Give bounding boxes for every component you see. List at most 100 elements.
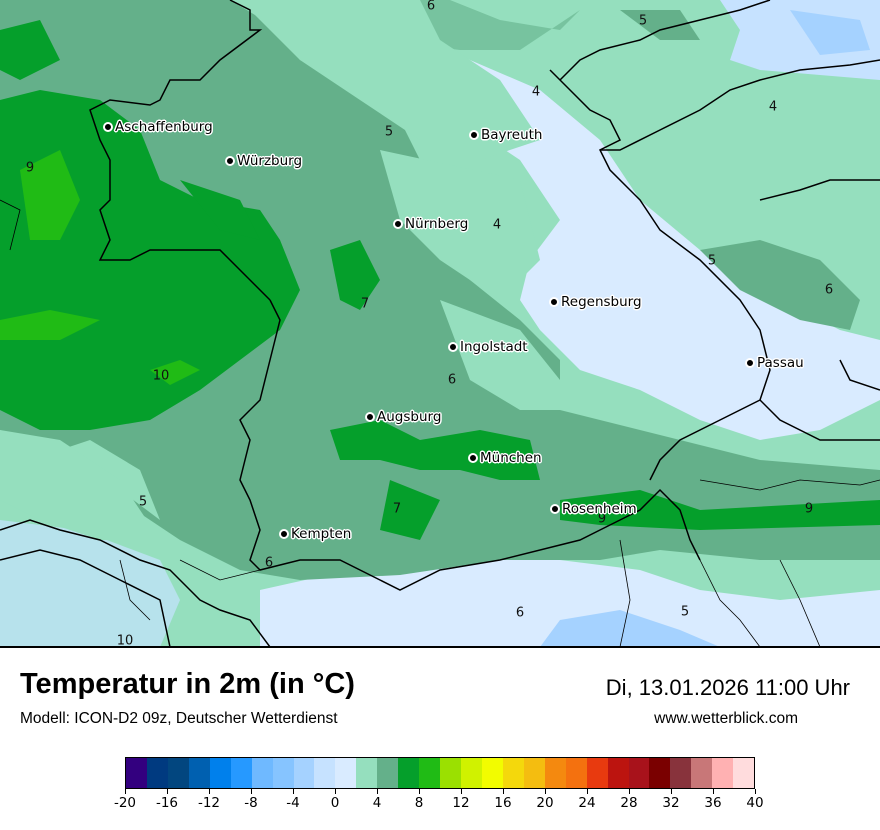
city-marker: Kempten (279, 526, 351, 542)
city-label: Bayreuth (481, 127, 543, 143)
legend-swatch (209, 758, 231, 788)
city-marker: Nürnberg (393, 216, 468, 232)
legend-swatch (544, 758, 566, 788)
legend-tick-mark (166, 789, 168, 794)
city-label: Passau (757, 355, 804, 371)
city-marker: Regensburg (549, 294, 642, 310)
legend-swatch (188, 758, 210, 788)
legend-tick-label: 16 (494, 795, 512, 811)
legend-tick-label: -16 (155, 795, 179, 811)
contour-label: 7 (360, 296, 370, 312)
city-dot-icon (550, 504, 560, 514)
legend-swatch (230, 758, 252, 788)
legend-swatch (293, 758, 315, 788)
legend-tick-mark (292, 789, 294, 794)
legend-swatch (398, 758, 420, 788)
contour-label: 6 (426, 0, 436, 14)
legend-swatch (649, 758, 671, 788)
legend-tick-mark (376, 789, 378, 794)
legend-tick-mark (418, 789, 420, 794)
legend-swatch (712, 758, 734, 788)
city-dot-icon (549, 297, 559, 307)
legend-swatch (146, 758, 168, 788)
legend-tick-label: -20 (113, 795, 137, 811)
city-marker: Rosenheim (550, 501, 637, 517)
legend-tick-label: 12 (452, 795, 470, 811)
city-dot-icon (365, 412, 375, 422)
contour-label: 5 (707, 253, 717, 269)
legend-swatch (461, 758, 482, 788)
contour-label: 5 (384, 124, 394, 140)
city-marker: Augsburg (365, 409, 441, 425)
city-dot-icon (393, 219, 403, 229)
contour-label: 10 (116, 633, 134, 648)
legend-swatch (167, 758, 189, 788)
city-marker: München (468, 450, 542, 466)
legend-swatch (419, 758, 441, 788)
city-dot-icon (279, 529, 289, 539)
city-label: Ingolstadt (460, 339, 528, 355)
city-label: Nürnberg (405, 216, 469, 232)
legend-swatch (251, 758, 273, 788)
city-marker: Ingolstadt (448, 339, 528, 355)
legend-tick-label: -4 (286, 795, 300, 811)
contour-label: 6 (447, 372, 457, 388)
legend-tick-mark (670, 789, 672, 794)
legend-ticks: -20 -16 -12 -8 -4 0 4 8 12 16 20 24 28 32 36 40 (114, 789, 764, 819)
chart-title: Temperatur in 2m (in °C) (20, 668, 355, 700)
city-label: Würzburg (237, 153, 303, 169)
model-info: Modell: ICON-D2 09z, Deutscher Wetterdie… (20, 710, 338, 727)
legend-swatch (335, 758, 357, 788)
city-dot-icon (468, 453, 478, 463)
city-label: Augsburg (377, 409, 442, 425)
legend-swatch (586, 758, 608, 788)
city-marker: Passau (745, 355, 804, 371)
legend-tick-mark (208, 789, 210, 794)
legend-tick-mark (712, 789, 714, 794)
contour-label: 9 (25, 160, 35, 176)
legend-tick-mark (334, 789, 336, 794)
legend-swatch (502, 758, 524, 788)
legend-tick-label: 8 (414, 795, 424, 811)
legend-swatch (314, 758, 336, 788)
legend-swatch (523, 758, 545, 788)
city-label: Kempten (291, 526, 352, 542)
contour-label: 6 (824, 282, 834, 298)
legend-tick-label: 24 (578, 795, 596, 811)
contour-label: 4 (492, 217, 502, 233)
legend-swatch (691, 758, 713, 788)
temperature-field (0, 0, 880, 647)
legend-tick-label: 36 (704, 795, 722, 811)
contour-label: 10 (152, 368, 170, 384)
contour-label: 4 (768, 99, 778, 115)
legend-tick-label: -8 (244, 795, 258, 811)
legend-tick-mark (250, 789, 252, 794)
city-dot-icon (448, 342, 458, 352)
legend-tick-mark (124, 789, 126, 794)
legend-swatch (377, 758, 399, 788)
city-dot-icon (225, 156, 235, 166)
contour-label: 5 (680, 604, 690, 620)
map-bottom-border (0, 646, 880, 648)
legend-swatch (356, 758, 378, 788)
contour-label: 5 (638, 13, 648, 29)
contour-label: 6 (515, 605, 525, 621)
legend-tick-mark (502, 789, 504, 794)
legend-tick-mark (460, 789, 462, 794)
contour-label: 7 (392, 501, 402, 517)
website-link[interactable]: www.wetterblick.com (654, 710, 798, 727)
legend-swatch (126, 758, 147, 788)
legend-tick-mark (544, 789, 546, 794)
legend-tick-label: 28 (620, 795, 638, 811)
city-dot-icon (103, 122, 113, 132)
legend-tick-label: -12 (197, 795, 221, 811)
legend-tick-label: 32 (662, 795, 680, 811)
legend-swatch (670, 758, 692, 788)
temperature-map: 6 5 4 4 5 9 4 5 6 7 10 6 5 7 9 9 6 6 5 10 Aschaffenburg Würz… (0, 0, 880, 647)
city-marker: Aschaffenburg (103, 119, 213, 135)
legend-tick-mark (754, 789, 756, 794)
legend-tick-mark (628, 789, 630, 794)
contour-label: 6 (264, 555, 274, 571)
city-label: München (480, 450, 542, 466)
forecast-datetime: Di, 13.01.2026 11:00 Uhr (605, 675, 850, 700)
